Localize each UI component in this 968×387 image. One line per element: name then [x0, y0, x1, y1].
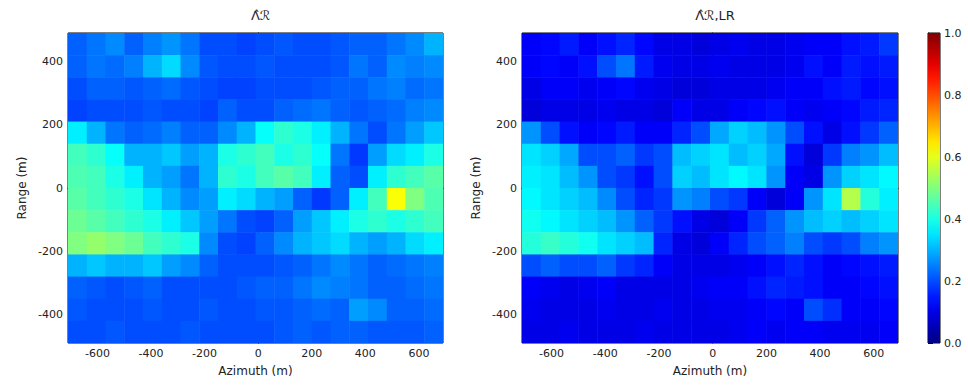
svg-text:-200: -200 — [38, 245, 63, 258]
svg-text:400: 400 — [810, 347, 831, 360]
svg-text:1.0: 1.0 — [944, 27, 962, 40]
svg-text:0.6: 0.6 — [944, 151, 962, 164]
svg-text:-400: -400 — [139, 347, 164, 360]
svg-text:-200: -200 — [192, 347, 217, 360]
svg-text:200: 200 — [301, 347, 322, 360]
svg-text:Azimuth (m): Azimuth (m) — [673, 364, 747, 378]
svg-text:Azimuth (m): Azimuth (m) — [218, 364, 292, 378]
svg-text:-400: -400 — [492, 308, 517, 321]
svg-text:200: 200 — [756, 347, 777, 360]
svg-text:200: 200 — [496, 118, 517, 131]
svg-text:200: 200 — [42, 118, 63, 131]
svg-text:-200: -200 — [492, 245, 517, 258]
svg-text:600: 600 — [408, 347, 429, 360]
svg-text:400: 400 — [355, 347, 376, 360]
svg-text:-400: -400 — [593, 347, 618, 360]
svg-text:0: 0 — [510, 182, 517, 195]
svg-text:0.2: 0.2 — [944, 275, 962, 288]
svg-text:0: 0 — [255, 347, 262, 360]
svg-text:400: 400 — [42, 55, 63, 68]
svg-text:-200: -200 — [646, 347, 671, 360]
svg-text:-400: -400 — [38, 308, 63, 321]
svg-text:Range (m): Range (m) — [469, 157, 483, 220]
svg-text:Range (m): Range (m) — [15, 157, 29, 220]
svg-text:600: 600 — [863, 347, 884, 360]
svg-text:0.8: 0.8 — [944, 89, 962, 102]
svg-text:400: 400 — [496, 55, 517, 68]
svg-text:0.0: 0.0 — [944, 337, 962, 350]
svg-text:0: 0 — [56, 182, 63, 195]
svg-text:Λ̂ℛ,LR: Λ̂ℛ,LR — [695, 8, 735, 23]
svg-text:Λ̂ℛ: Λ̂ℛ — [251, 8, 270, 23]
svg-text:0: 0 — [709, 347, 716, 360]
svg-text:-600: -600 — [85, 347, 110, 360]
svg-text:0.4: 0.4 — [944, 213, 962, 226]
svg-text:-600: -600 — [539, 347, 564, 360]
